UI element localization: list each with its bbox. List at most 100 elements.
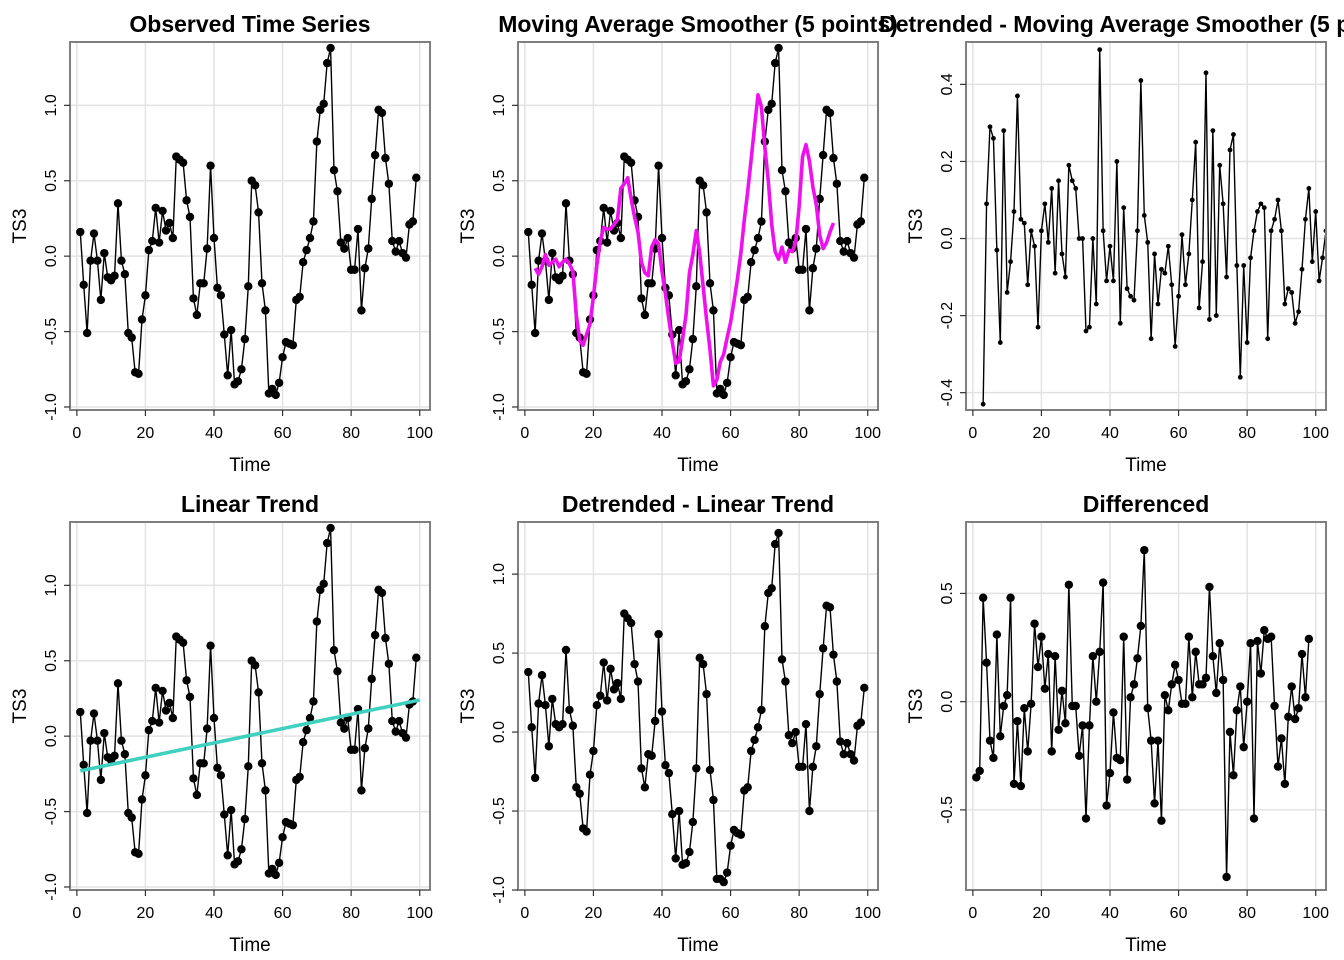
data-point	[1296, 309, 1301, 315]
data-point	[1109, 708, 1118, 717]
panel-title: Differenced	[1083, 491, 1210, 517]
data-point	[158, 206, 167, 216]
data-point	[654, 629, 663, 639]
panel-2: 0 20 40 60 80 100 -1.0 -0.5 0.0 0.5 1.0 Time TS3 Movi…	[458, 11, 898, 476]
data-point	[527, 723, 536, 732]
data-point	[856, 217, 866, 226]
data-point	[322, 58, 332, 68]
data-point	[100, 728, 109, 738]
data-point	[137, 795, 147, 804]
data-point	[736, 830, 746, 839]
data-point	[82, 328, 92, 338]
data-point	[719, 390, 728, 400]
data-point	[1105, 768, 1115, 778]
data-point	[1289, 290, 1295, 295]
data-point	[1023, 747, 1032, 756]
x-axis-label: Time	[1125, 455, 1167, 476]
data-point	[237, 845, 246, 854]
data-point	[1054, 725, 1063, 735]
x-tick-label: 60	[722, 425, 740, 442]
data-point	[760, 622, 770, 631]
data-point	[1078, 721, 1087, 730]
data-point	[1045, 239, 1051, 245]
data-point	[192, 310, 202, 320]
data-point	[753, 723, 763, 732]
data-point	[1122, 775, 1132, 784]
data-point	[994, 247, 1000, 253]
data-point	[288, 820, 298, 830]
data-point	[1301, 693, 1310, 702]
x-tick-label: 60	[274, 425, 292, 442]
data-point	[812, 244, 821, 253]
data-point	[1035, 324, 1041, 330]
data-point	[394, 716, 404, 726]
data-point	[1026, 699, 1036, 709]
x-tick-label: 20	[1033, 425, 1051, 442]
y-tick-label: 1.0	[43, 574, 60, 596]
data-point	[326, 43, 335, 53]
data-point	[681, 377, 691, 386]
data-point	[165, 698, 174, 708]
panel-title: Linear Trend	[181, 491, 319, 517]
data-point	[1313, 209, 1319, 214]
data-point	[767, 99, 776, 109]
data-point	[626, 158, 636, 167]
x-axis-label: Time	[677, 455, 719, 476]
x-axis-label: Time	[1125, 935, 1167, 956]
data-point	[1047, 747, 1056, 756]
data-point	[1126, 693, 1135, 702]
data-point	[1229, 771, 1238, 780]
data-point	[89, 709, 99, 718]
data-point	[781, 677, 790, 686]
data-point	[626, 618, 636, 628]
data-point	[558, 719, 567, 729]
y-tick-label: 0.0	[43, 725, 60, 747]
data-point	[788, 738, 797, 748]
data-point	[582, 369, 591, 378]
data-point	[1299, 266, 1305, 272]
data-point	[329, 646, 339, 655]
data-point	[1061, 719, 1070, 728]
data-point	[1092, 697, 1101, 706]
data-point	[633, 677, 643, 686]
data-point	[1176, 293, 1181, 299]
data-point	[1303, 216, 1308, 222]
data-point	[1066, 162, 1072, 168]
data-point	[1085, 721, 1094, 730]
data-point	[818, 644, 828, 653]
x-tick-label: 100	[406, 905, 433, 922]
data-point	[319, 579, 328, 589]
data-point	[1052, 270, 1058, 276]
data-point	[1309, 259, 1315, 265]
data-point	[1015, 93, 1020, 99]
data-point	[302, 725, 311, 735]
data-point	[1074, 751, 1084, 760]
data-point	[698, 181, 708, 190]
data-point	[860, 683, 869, 693]
data-point	[312, 617, 322, 626]
data-point	[295, 772, 304, 782]
data-point	[808, 264, 818, 273]
data-point	[134, 849, 143, 858]
data-point	[599, 658, 608, 667]
data-point	[1244, 340, 1250, 345]
data-point	[602, 238, 612, 247]
data-point	[233, 857, 243, 866]
data-point	[1193, 139, 1199, 145]
data-point	[1111, 278, 1116, 284]
y-tick-label: 0.5	[491, 170, 508, 192]
data-point	[1073, 186, 1079, 191]
data-point	[637, 294, 646, 303]
data-point	[1306, 186, 1312, 191]
data-point	[394, 236, 404, 246]
data-point	[161, 706, 171, 715]
data-point	[250, 661, 260, 670]
data-point	[350, 745, 359, 754]
data-point	[524, 667, 533, 677]
data-point	[1011, 209, 1017, 214]
data-point	[1076, 236, 1082, 241]
data-point	[240, 814, 250, 824]
data-point	[202, 244, 212, 253]
x-tick-label: 100	[406, 425, 433, 442]
data-point	[1294, 703, 1303, 713]
